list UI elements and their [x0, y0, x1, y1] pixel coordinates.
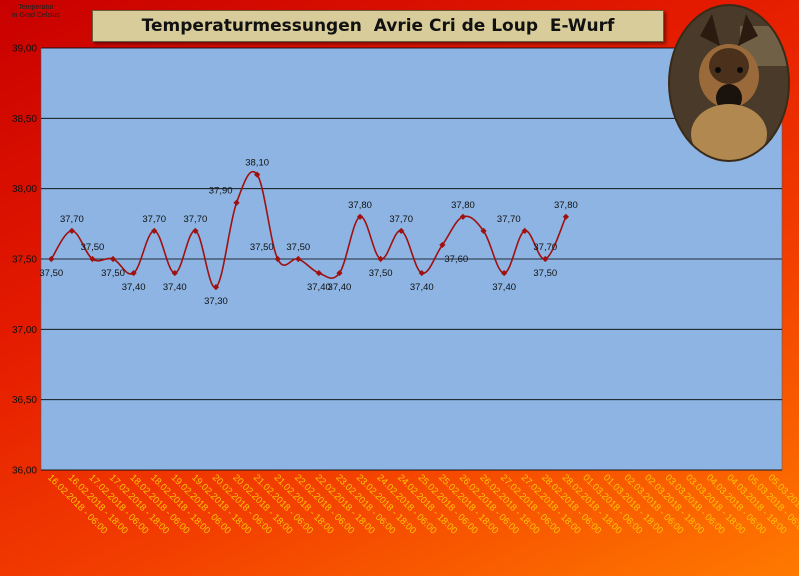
data-label: 37,50 [250, 242, 274, 253]
data-label: 37,70 [60, 214, 84, 225]
series-line [50, 171, 567, 288]
data-point [295, 255, 302, 263]
dog-portrait-icon [670, 6, 788, 160]
data-label: 37,50 [81, 242, 105, 253]
data-label: 38,10 [245, 158, 269, 169]
data-label: 37,40 [307, 282, 331, 293]
y-tick-label: 37,00 [12, 325, 37, 336]
y-tick-label: 39,00 [12, 44, 37, 55]
data-point [315, 269, 322, 277]
data-label: 37,50 [286, 242, 310, 253]
y-tick-label: 36,50 [12, 395, 37, 406]
data-point [418, 269, 425, 277]
y-axis-ticks: 36,00 36,50 37,00 37,50 38,00 38,50 39,00 [12, 44, 37, 477]
data-label: 37,70 [389, 214, 413, 225]
data-label: 37,40 [410, 282, 434, 293]
data-point [68, 227, 75, 234]
data-point [501, 269, 508, 277]
grid-lines [41, 47, 782, 471]
y-tick-label: 37,50 [12, 255, 37, 266]
data-label: 37,70 [533, 242, 557, 253]
data-label: 37,70 [183, 214, 207, 225]
y-tick-label: 38,00 [12, 184, 37, 195]
data-label: 37,90 [209, 186, 233, 197]
data-point [254, 171, 261, 178]
data-label: 37,80 [451, 200, 475, 211]
data-point [377, 255, 384, 263]
data-label: 37,50 [39, 268, 63, 279]
data-label: 37,80 [554, 200, 578, 211]
data-point [192, 227, 199, 234]
chart-title: Temperaturmessungen Avrie Cri de Loup E-… [141, 16, 615, 36]
data-point [336, 269, 343, 277]
data-point [171, 269, 178, 277]
data-label: 37,50 [533, 268, 557, 279]
y-tick-label: 38,50 [12, 114, 37, 125]
data-label: 37,70 [142, 214, 166, 225]
chart-title-box: Temperaturmessungen Avrie Cri de Loup E-… [92, 10, 664, 42]
data-point [274, 255, 281, 263]
y-axis-title: Temperatur in Grad Celsius [12, 4, 60, 19]
data-labels: 37,50 37,70 37,50 37,50 37,40 37,70 37,40 37,70… [39, 158, 577, 308]
data-label: 37,80 [348, 200, 372, 211]
data-label: 37,30 [204, 296, 228, 307]
data-label: 37,70 [497, 214, 521, 225]
data-label: 37,50 [101, 268, 125, 279]
data-label: 37,60 [444, 254, 468, 265]
dog-photo [668, 4, 790, 162]
data-label: 37,40 [163, 282, 187, 293]
y-tick-label: 36,00 [12, 466, 37, 477]
data-label: 37,40 [122, 282, 146, 293]
data-label: 37,50 [369, 268, 393, 279]
data-point [151, 227, 158, 234]
data-label: 37,40 [492, 282, 516, 293]
data-label: 37,40 [328, 282, 352, 293]
